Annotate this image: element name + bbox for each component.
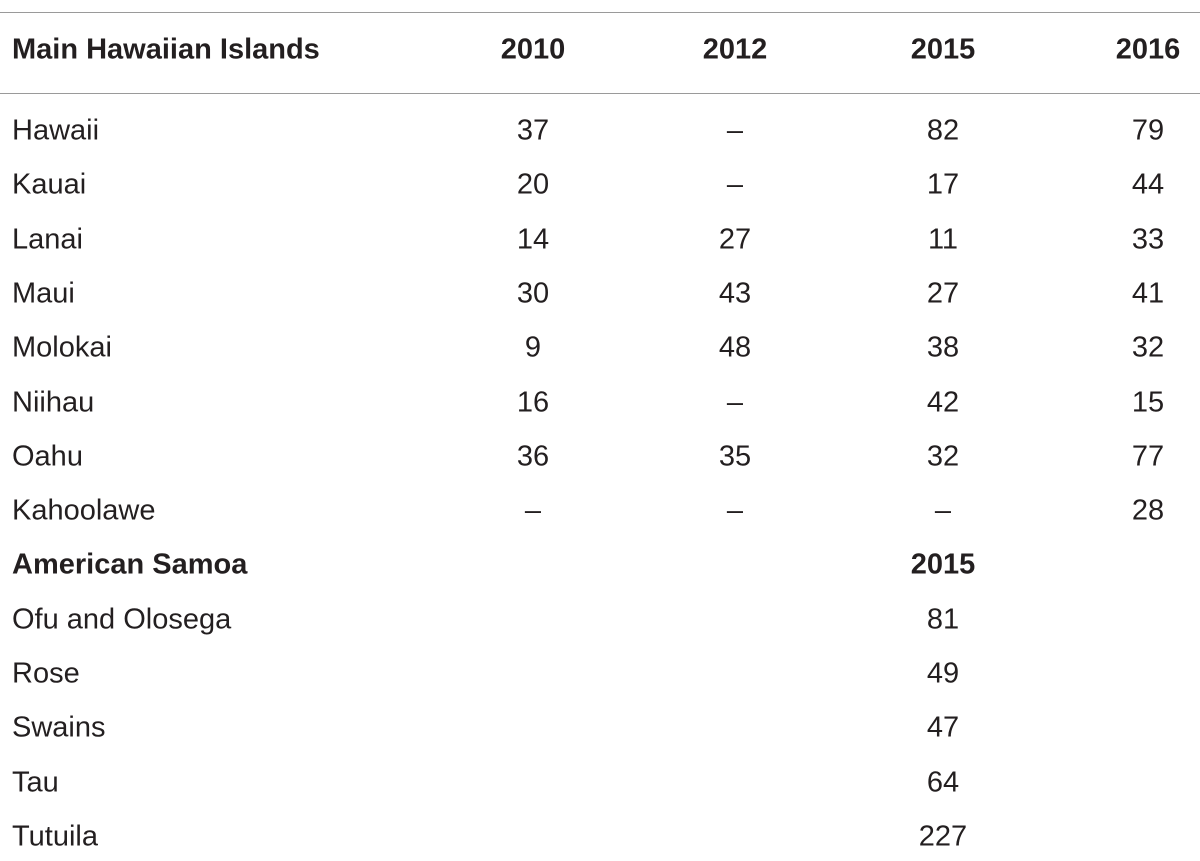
cell-value: 36 bbox=[516, 440, 550, 473]
row-label: Oahu bbox=[12, 440, 83, 473]
cell-value: 79 bbox=[1131, 114, 1165, 147]
cell-value: – bbox=[726, 168, 744, 201]
cell-value: 47 bbox=[926, 711, 960, 744]
cell-value: 38 bbox=[926, 331, 960, 364]
row-label: Rose bbox=[12, 657, 80, 690]
cell-value: 49 bbox=[926, 657, 960, 690]
row-label: Kahoolawe bbox=[12, 494, 156, 527]
cell-value: – bbox=[726, 114, 744, 147]
cell-value: 27 bbox=[718, 223, 752, 256]
row-label: Lanai bbox=[12, 223, 83, 256]
cell-value: – bbox=[726, 494, 744, 527]
row-label: Ofu and Olosega bbox=[12, 603, 232, 636]
row-label: Hawaii bbox=[12, 114, 100, 147]
cell-value: 11 bbox=[927, 223, 959, 256]
column-header: 2015 bbox=[910, 548, 976, 581]
column-header: 2015 bbox=[910, 33, 976, 66]
cell-value: 9 bbox=[524, 331, 542, 364]
column-header: 2016 bbox=[1115, 33, 1181, 66]
cell-value: 27 bbox=[926, 277, 960, 310]
row-label: Niihau bbox=[12, 386, 95, 418]
cell-value: 16 bbox=[516, 386, 550, 418]
row-label: Tutuila bbox=[12, 820, 98, 853]
column-header: 2012 bbox=[702, 33, 768, 66]
cell-value: 227 bbox=[918, 820, 968, 853]
cell-value: – bbox=[934, 494, 952, 527]
cell-value: 32 bbox=[926, 440, 960, 473]
cell-value: 33 bbox=[1131, 223, 1165, 256]
cell-value: 32 bbox=[1131, 331, 1165, 364]
top-rule bbox=[0, 12, 1200, 13]
cell-value: 77 bbox=[1131, 440, 1165, 473]
row-label: Swains bbox=[12, 711, 106, 744]
cell-value: 14 bbox=[516, 223, 550, 256]
cell-value: – bbox=[726, 386, 744, 418]
section-header: American Samoa bbox=[12, 548, 248, 581]
row-label: Maui bbox=[12, 277, 75, 310]
section-header: Main Hawaiian Islands bbox=[12, 33, 320, 66]
cell-value: 37 bbox=[516, 114, 550, 147]
cell-value: 82 bbox=[926, 114, 960, 147]
cell-value: 35 bbox=[718, 440, 752, 473]
cell-value: 30 bbox=[516, 277, 550, 310]
row-label: Kauai bbox=[12, 168, 87, 201]
cell-value: 81 bbox=[926, 603, 960, 636]
cell-value: 28 bbox=[1131, 494, 1165, 527]
cell-value: 15 bbox=[1131, 386, 1165, 418]
cell-value: 48 bbox=[718, 331, 752, 364]
header-rule bbox=[0, 93, 1200, 94]
cell-value: 42 bbox=[926, 386, 960, 418]
cell-value: 43 bbox=[718, 277, 752, 310]
cell-value: 20 bbox=[516, 168, 550, 201]
cell-value: 41 bbox=[1131, 277, 1165, 310]
cell-value: 44 bbox=[1131, 168, 1165, 201]
cell-value: 17 bbox=[926, 168, 960, 201]
cell-value: – bbox=[524, 494, 542, 527]
row-label: Tau bbox=[12, 766, 59, 799]
cell-value: 64 bbox=[926, 766, 960, 799]
row-label: Molokai bbox=[12, 331, 112, 364]
column-header: 2010 bbox=[500, 33, 566, 66]
